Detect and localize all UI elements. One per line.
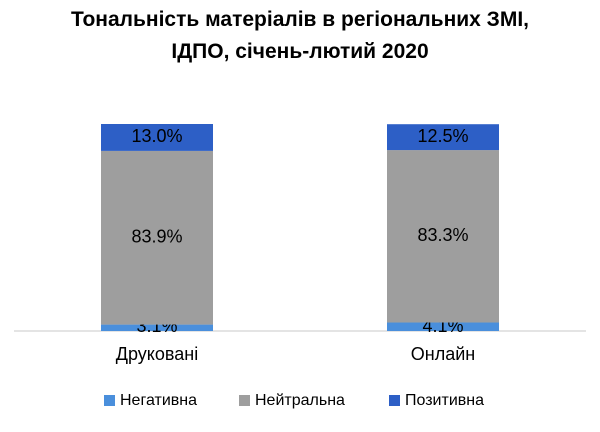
data-label: 83.9% xyxy=(131,226,182,246)
bar-segment xyxy=(101,324,213,331)
legend-label: Нейтральна xyxy=(255,392,345,409)
legend-swatch xyxy=(104,395,115,406)
bar-segment xyxy=(101,150,213,325)
bar-segment xyxy=(387,150,499,323)
data-label: 12.5% xyxy=(417,126,468,146)
x-tick-label: Друковані xyxy=(116,344,198,364)
legend-label: Негативна xyxy=(120,392,197,409)
legend-swatch xyxy=(239,395,250,406)
data-label: 13.0% xyxy=(131,126,182,146)
bar-segment xyxy=(101,124,213,151)
legend-swatch xyxy=(389,395,400,406)
data-label: 83.3% xyxy=(417,225,468,245)
x-tick-label: Онлайн xyxy=(411,344,475,364)
bar-segment xyxy=(387,322,499,331)
legend-label: Позитивна xyxy=(405,392,484,409)
bar-segment xyxy=(387,124,499,151)
chart-title: Тональність матеріалів в регіональних ЗМ… xyxy=(70,8,530,63)
